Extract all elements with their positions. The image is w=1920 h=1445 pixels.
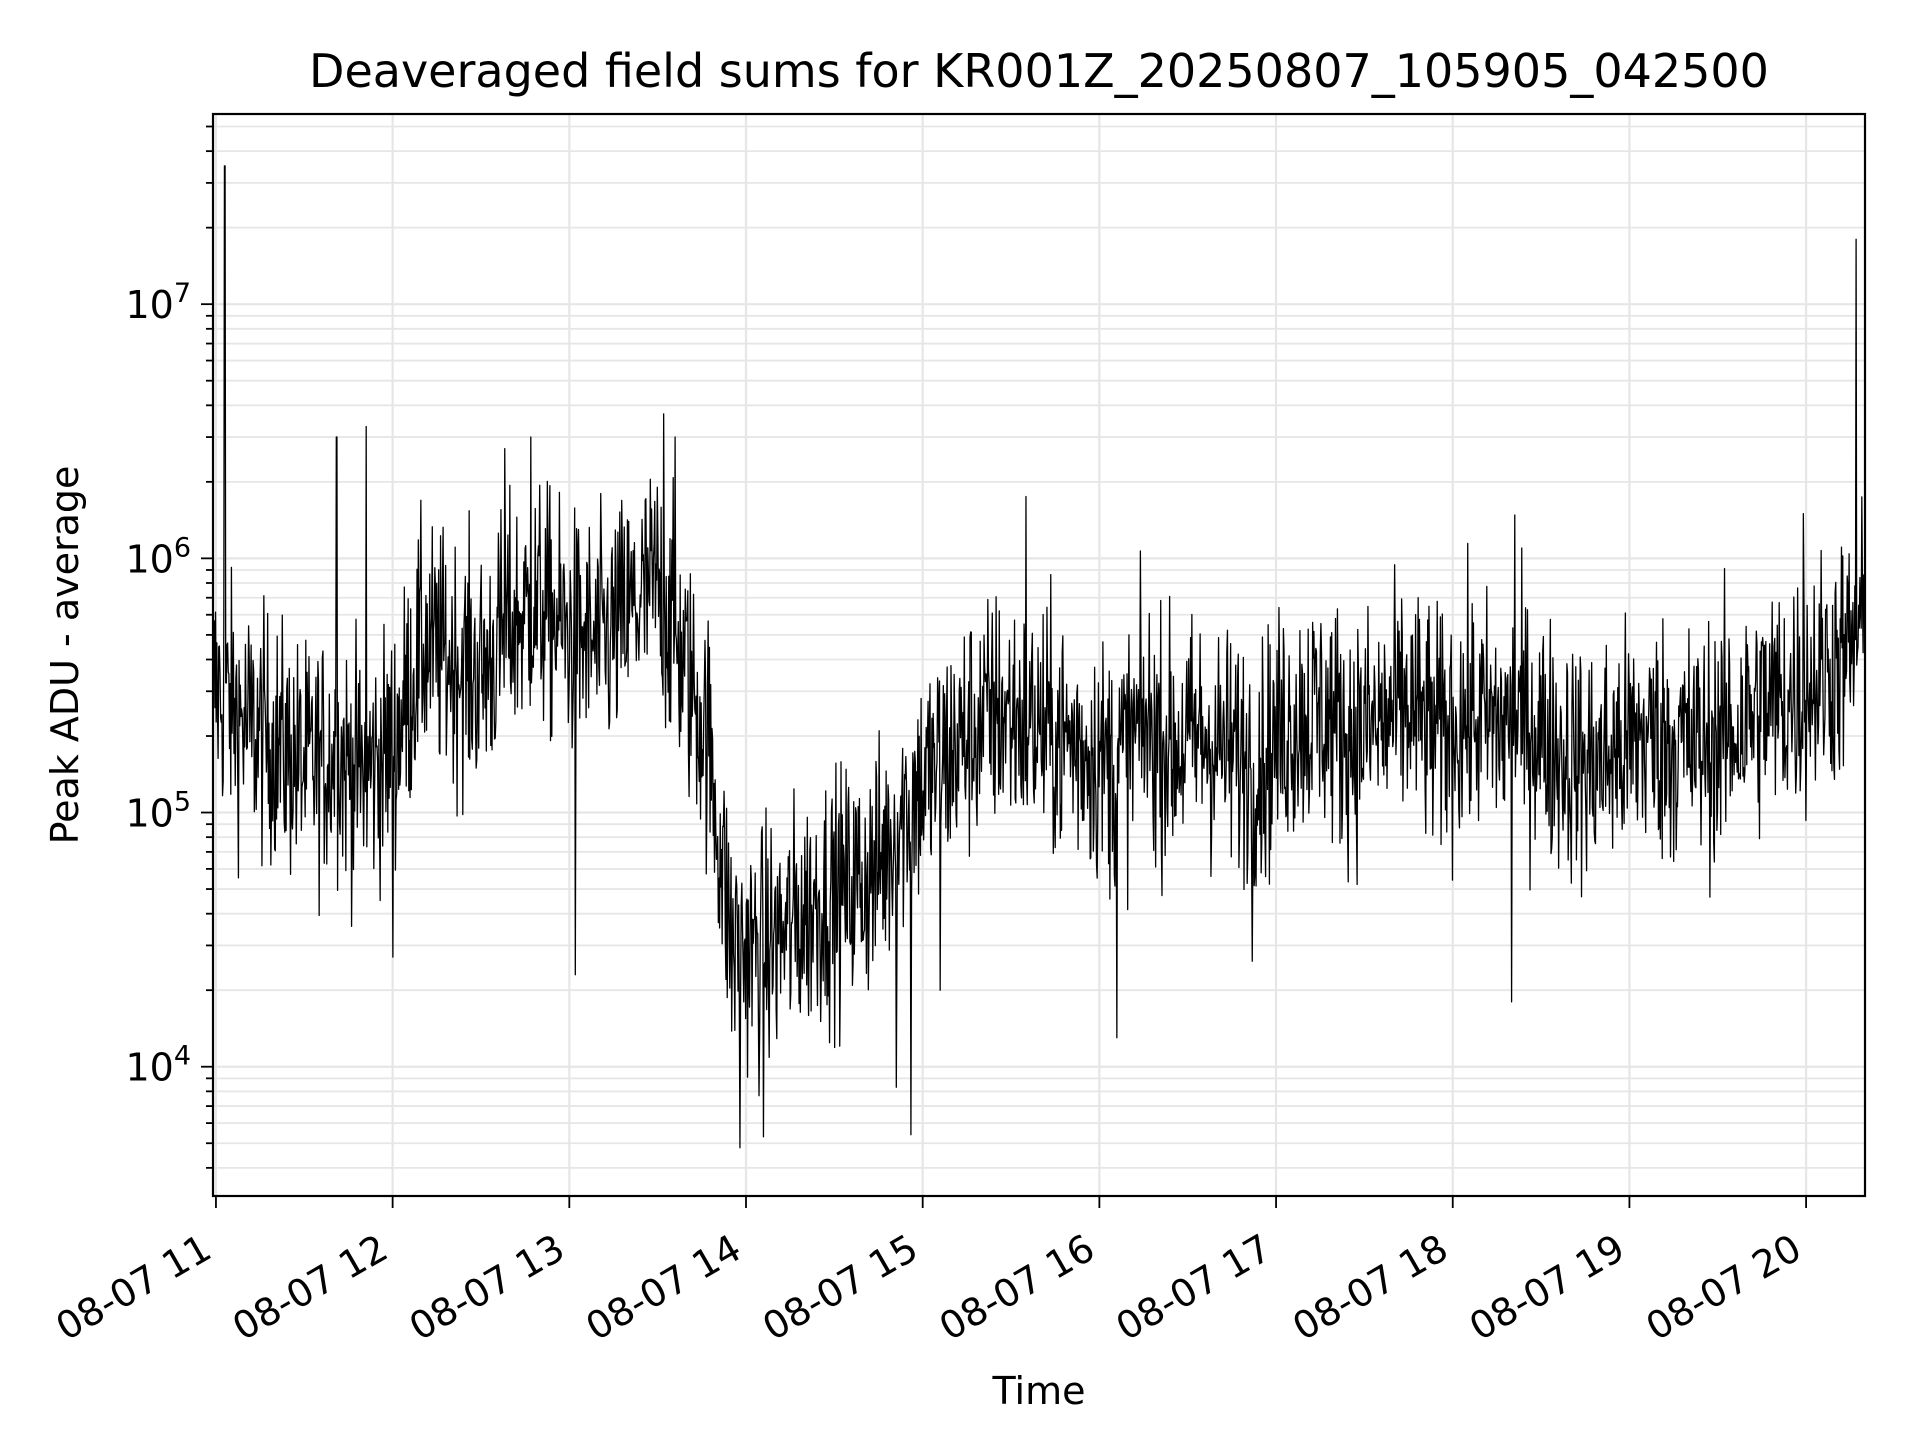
series-layer — [213, 165, 1865, 1149]
y-tick-label: 107 — [125, 278, 191, 327]
y-tick-label: 105 — [125, 787, 191, 836]
data-series-line — [213, 165, 1865, 1149]
y-tick-label: 106 — [125, 532, 191, 581]
y-axis-label: Peak ADU - average — [43, 466, 87, 845]
chart-title: Deaveraged field sums for KR001Z_2025080… — [309, 44, 1769, 98]
x-axis-label: Time — [992, 1369, 1086, 1413]
y-tick-label: 104 — [125, 1041, 191, 1090]
grid-lines — [213, 114, 1865, 1196]
plot-frame — [211, 112, 1867, 1198]
plot-area — [213, 165, 1865, 1149]
